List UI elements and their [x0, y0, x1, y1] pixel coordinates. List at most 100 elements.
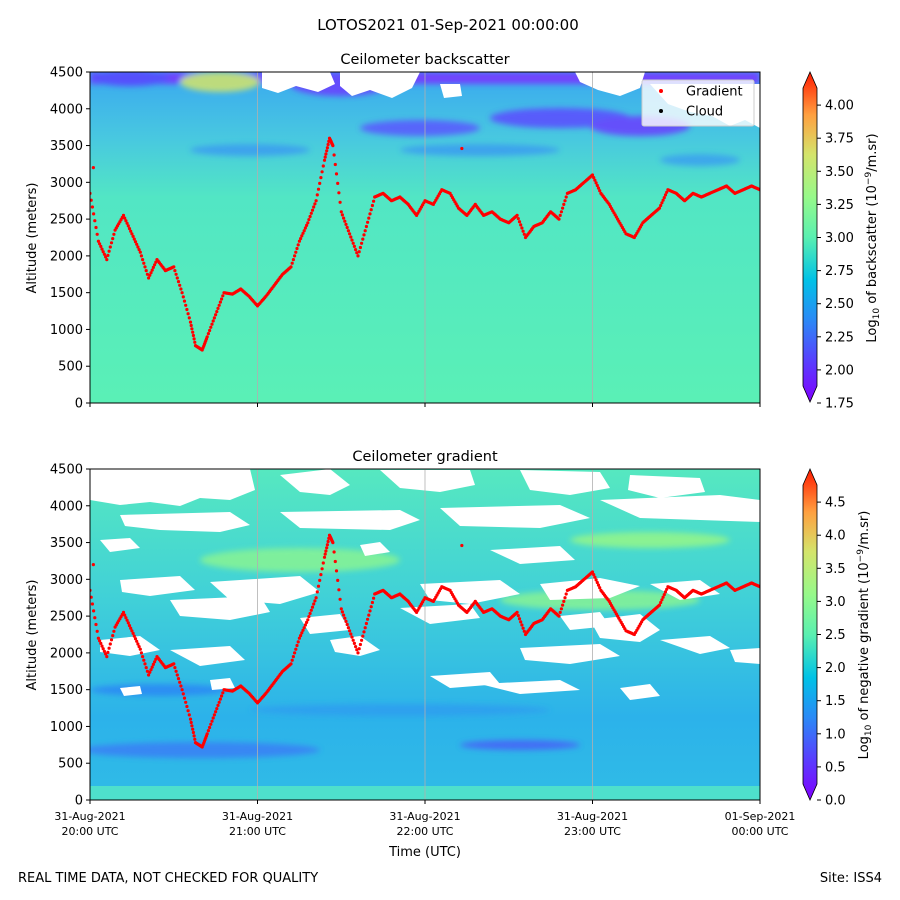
gradient-point — [98, 242, 102, 246]
gradient-point — [131, 234, 135, 238]
backscatter-colorbar-label: Log10 of backscatter (10−9/m.sr) — [864, 133, 882, 342]
gradient-point — [320, 170, 324, 174]
colorbar-tick-label: 3.75 — [825, 132, 854, 147]
gradient-point — [337, 191, 341, 195]
colorbar-tick-label: 2.75 — [825, 264, 854, 279]
gradient-point — [90, 595, 93, 599]
gradient-point — [319, 573, 323, 577]
gradient-point — [133, 240, 138, 244]
gradient-point — [312, 602, 316, 606]
backscatter-xaxis — [89, 403, 761, 407]
gradient-point — [129, 626, 133, 630]
gradient-point — [590, 173, 595, 177]
gradient-point — [127, 624, 132, 628]
gradient-point — [99, 641, 103, 646]
gradient-point — [121, 213, 126, 217]
gradient-point — [370, 600, 374, 605]
gradient-point — [211, 319, 215, 323]
gradient-point — [125, 618, 129, 622]
gradient-point — [179, 684, 183, 688]
gradient-point — [598, 586, 602, 590]
gradient-point — [99, 244, 103, 248]
gradient-point — [337, 588, 341, 592]
gradient-point — [215, 310, 219, 314]
gradient-point — [132, 237, 136, 241]
gradient-point — [313, 202, 317, 206]
gradient-point — [185, 704, 189, 709]
gradient-point — [348, 629, 352, 633]
gradient-point — [174, 669, 178, 673]
gradient-point — [296, 243, 300, 247]
gradient-point — [291, 655, 295, 659]
gradient-point — [360, 241, 364, 245]
gradient-point — [105, 655, 109, 659]
gradient-point — [319, 176, 323, 180]
gradient-point — [372, 596, 376, 600]
gradient-point — [352, 641, 356, 646]
gradient-point — [594, 578, 598, 582]
gradient-point — [349, 632, 353, 636]
gradient-point — [355, 648, 359, 652]
gradient-point — [214, 710, 218, 714]
gradient-point — [372, 199, 376, 203]
gradient-point — [91, 166, 95, 170]
gradient-point — [351, 638, 355, 642]
gradient-point — [96, 636, 100, 640]
gradient-point — [355, 251, 359, 255]
gradient-point — [94, 225, 98, 230]
gradient-point — [343, 616, 347, 620]
gradient-gradient-series — [90, 533, 760, 749]
gradient-point — [93, 616, 97, 620]
gradient-point — [137, 645, 141, 649]
gradient-point — [340, 610, 344, 614]
gradient-point — [109, 638, 114, 642]
gradient-point — [295, 246, 299, 251]
gradient-point — [215, 707, 219, 711]
gradient-point — [517, 220, 522, 224]
colorbar-tick-label: 3.0 — [825, 595, 846, 610]
y-tick-label: 0 — [75, 397, 83, 412]
gradient-point — [193, 340, 197, 344]
gradient-point — [154, 657, 158, 661]
gradient-point — [368, 212, 372, 216]
colorbar-tick-label: 1.5 — [825, 694, 846, 709]
gradient-point — [148, 273, 152, 277]
gradient-point — [665, 190, 669, 194]
gradient-xaxis: 31-Aug-2021 20:00 UTC 31-Aug-2021 21:00 UTC… — [54, 800, 795, 838]
gradient-point — [361, 237, 365, 241]
x-tick-time-label: 23:00 UTC — [564, 825, 621, 838]
gradient-point — [358, 642, 362, 647]
gradient-point — [367, 216, 371, 220]
gradient-point — [181, 295, 185, 299]
gradient-point — [191, 727, 195, 731]
y-tick-label: 1500 — [50, 286, 83, 301]
gradient-point — [149, 271, 153, 275]
gradient-point — [592, 573, 596, 577]
gradient-point — [300, 234, 304, 238]
gradient-point — [303, 226, 307, 230]
gradient-point — [138, 250, 142, 254]
gradient-colorbar-bar — [802, 468, 818, 801]
gradient-point — [289, 662, 293, 666]
gradient-point — [354, 248, 358, 252]
gradient-point — [339, 210, 343, 214]
gradient-point — [521, 626, 525, 630]
gradient-point — [138, 647, 142, 651]
gradient-point — [91, 563, 95, 567]
gradient-point — [151, 662, 155, 667]
gradient-point — [521, 229, 525, 233]
gradient-point — [125, 221, 129, 225]
gradient-point — [367, 613, 371, 617]
gradient-point — [363, 626, 367, 630]
gradient-point — [346, 229, 350, 233]
gradient-point — [362, 630, 366, 634]
gradient-point — [174, 272, 178, 276]
gradient-point — [308, 611, 312, 616]
gradient-point — [126, 224, 130, 228]
x-tick-date-label: 01-Sep-2021 — [725, 810, 796, 823]
gradient-point — [121, 610, 126, 615]
gradient-point — [149, 668, 153, 672]
gradient-point — [112, 232, 116, 236]
gradient-point — [180, 688, 184, 692]
